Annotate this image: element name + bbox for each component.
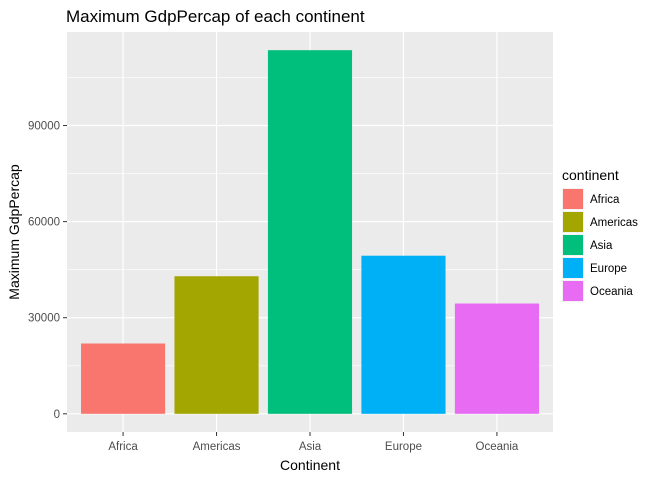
- y-tick-label: 30000: [28, 313, 60, 325]
- legend-title: continent: [562, 167, 619, 183]
- y-tick-label: 60000: [28, 217, 60, 229]
- legend-label: Oceania: [590, 286, 633, 298]
- x-axis-title: Continent: [280, 457, 340, 473]
- y-axis: 0 30000 60000 90000: [28, 121, 67, 421]
- bar-asia: [267, 50, 353, 414]
- legend-item-asia: Asia: [562, 234, 613, 256]
- legend-label: Americas: [590, 217, 638, 229]
- x-tick-label: Americas: [193, 441, 241, 453]
- legend-item-americas: Americas: [562, 211, 638, 233]
- legend-item-europe: Europe: [562, 257, 627, 279]
- legend-label: Asia: [590, 240, 613, 252]
- x-tick-label: Oceania: [476, 441, 519, 453]
- legend-item-oceania: Oceania: [562, 280, 633, 302]
- y-tick-label: 90000: [28, 121, 60, 133]
- bar-africa: [81, 343, 166, 414]
- legend: continent Africa Americas Asia Europe Oceani…: [562, 167, 638, 302]
- y-axis-title: Maximum GdpPercap: [6, 164, 22, 300]
- legend-swatch: [563, 258, 583, 278]
- bars: [81, 50, 539, 414]
- legend-label: Europe: [590, 263, 627, 275]
- bar-americas: [174, 276, 259, 414]
- bar-oceania: [454, 303, 539, 414]
- x-tick-label: Africa: [108, 441, 138, 453]
- bar-europe: [361, 255, 446, 414]
- legend-swatch: [563, 281, 583, 301]
- y-tick-label: 0: [54, 409, 60, 421]
- x-tick-label: Asia: [299, 441, 322, 453]
- chart-title: Maximum GdpPercap of each continent: [66, 7, 365, 26]
- legend-swatch: [563, 189, 583, 209]
- legend-swatch: [563, 235, 583, 255]
- x-tick-label: Europe: [385, 441, 422, 453]
- x-axis: Africa Americas Asia Europe Oceania: [108, 432, 519, 453]
- legend-item-africa: Africa: [562, 188, 620, 210]
- legend-swatch: [563, 212, 583, 232]
- legend-label: Africa: [590, 194, 620, 206]
